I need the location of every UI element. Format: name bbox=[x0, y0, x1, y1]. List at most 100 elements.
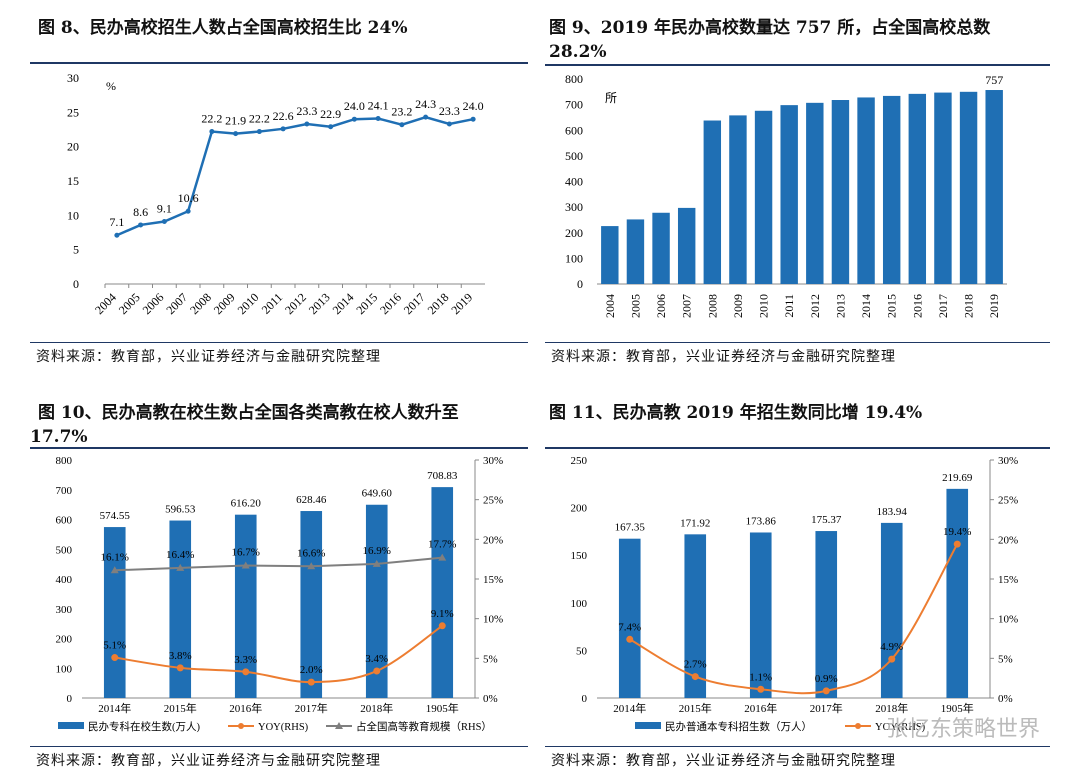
fig8-data-label: 10.6 bbox=[178, 191, 199, 205]
fig9-bar bbox=[652, 212, 670, 284]
fig8-data-label: 8.6 bbox=[133, 205, 148, 219]
fig10-x-tick: 2015年 bbox=[164, 701, 197, 715]
fig8-point bbox=[399, 122, 405, 128]
fig11-legend-marker bbox=[855, 723, 861, 729]
fig11-yoy-line bbox=[629, 543, 959, 695]
fig10-share-label: 16.6% bbox=[297, 547, 325, 559]
fig11-bar-label: 171.92 bbox=[680, 517, 710, 529]
fig11-bar bbox=[618, 538, 641, 698]
fig8-point bbox=[280, 126, 286, 132]
fig8-point bbox=[114, 232, 120, 238]
fig10-share-marker bbox=[307, 562, 316, 570]
fig10-y2-tick: 5% bbox=[483, 653, 498, 665]
fig10-y-tick: 500 bbox=[56, 544, 73, 556]
fig10-bar-label: 596.53 bbox=[165, 504, 196, 516]
fig9-x-tick: 2013 bbox=[833, 294, 847, 318]
fig8-x-tick: 2015 bbox=[353, 290, 380, 317]
fig9-y-tick: 700 bbox=[565, 98, 583, 112]
fig9-bar bbox=[601, 226, 619, 284]
fig8-data-label: 22.2 bbox=[249, 112, 270, 126]
fig10-title-line2: 17.7% bbox=[30, 427, 88, 447]
fig10-yoy-point bbox=[111, 654, 119, 662]
fig11-source: 资料来源：教育部，兴业证券经济与金融研究院整理 bbox=[551, 753, 896, 769]
fig8-y-tick: 25 bbox=[67, 105, 79, 119]
fig10-share-marker bbox=[372, 559, 381, 567]
fig9-y-tick: 500 bbox=[565, 149, 583, 163]
fig11-yoy-point bbox=[822, 687, 830, 695]
fig8-point bbox=[375, 116, 381, 122]
fig8-point bbox=[470, 116, 476, 122]
fig9-bar bbox=[806, 102, 824, 284]
fig10-title: 图 10、民办高教在校生数占全国各类高教在校人数升至 bbox=[38, 403, 459, 423]
fig10-y-tick: 0 bbox=[67, 693, 73, 705]
fig11-y-tick: 50 bbox=[576, 645, 588, 657]
fig11-yoy-label: 2.7% bbox=[684, 659, 707, 671]
fig9-x-tick: 2008 bbox=[705, 294, 719, 318]
fig11-bar-label: 167.35 bbox=[615, 522, 646, 534]
fig11-yoy-label: 4.9% bbox=[880, 641, 903, 653]
fig10-bar-label: 574.55 bbox=[100, 510, 131, 522]
fig11-y2-tick: 5% bbox=[998, 653, 1013, 665]
fig8-top-rule bbox=[30, 62, 528, 64]
fig10-y-tick: 400 bbox=[56, 574, 73, 586]
fig8-y-tick: 10 bbox=[67, 208, 79, 222]
fig11-y2-tick: 10% bbox=[998, 614, 1018, 626]
fig10-legend-label: 民办专科在校生数(万人) bbox=[88, 720, 200, 733]
fig9-bar bbox=[754, 110, 773, 285]
fig8-y-tick: 5 bbox=[73, 243, 79, 257]
fig9-y-tick: 100 bbox=[565, 251, 583, 265]
watermark: 张忆东策略世界 bbox=[885, 717, 1040, 742]
fig8-point bbox=[446, 121, 452, 127]
fig8-data-label: 23.3 bbox=[296, 104, 317, 118]
fig8-point bbox=[138, 222, 144, 228]
fig10-bar-label: 628.46 bbox=[296, 494, 327, 506]
fig10-x-tick: 2016年 bbox=[229, 701, 262, 715]
fig8-unit: % bbox=[106, 79, 116, 93]
fig8-point bbox=[328, 124, 334, 130]
fig9-bar bbox=[831, 100, 850, 284]
fig11-bar bbox=[946, 488, 969, 698]
fig8-series-line bbox=[116, 115, 474, 237]
fig8-y-tick: 30 bbox=[67, 71, 79, 85]
fig9-x-tick: 2009 bbox=[731, 294, 745, 318]
fig10-share-label: 17.7% bbox=[428, 539, 456, 551]
fig11-yoy-label: 1.1% bbox=[749, 671, 772, 683]
fig8-data-label: 21.9 bbox=[225, 114, 246, 128]
fig9-bar bbox=[934, 92, 952, 284]
fig8-data-label: 22.9 bbox=[320, 107, 341, 121]
fig9-end-label: 757 bbox=[985, 73, 1003, 87]
fig8-title: 图 8、民办高校招生人数占全国高校招生比 24% bbox=[38, 18, 408, 38]
fig10-bar-label: 708.83 bbox=[427, 470, 458, 482]
fig11-yoy-point bbox=[691, 673, 699, 681]
fig10-legend-label: 占全国高等教育规模（RHS） bbox=[356, 720, 492, 733]
fig10-yoy-label: 3.4% bbox=[365, 653, 388, 665]
fig9-bar bbox=[729, 115, 747, 284]
fig9-x-tick: 2004 bbox=[603, 294, 617, 318]
fig9-y-tick: 600 bbox=[565, 123, 583, 137]
fig8-point bbox=[185, 208, 191, 214]
fig10-y2-tick: 20% bbox=[483, 534, 503, 546]
fig10-y-tick: 200 bbox=[56, 634, 73, 646]
fig8-data-label: 9.1 bbox=[157, 202, 172, 216]
fig9-bar bbox=[780, 105, 798, 284]
fig11-y2-tick: 30% bbox=[998, 455, 1018, 467]
fig9-x-tick: 2006 bbox=[654, 294, 668, 318]
fig10-y-tick: 100 bbox=[56, 663, 73, 675]
fig10-y2-tick: 30% bbox=[483, 455, 503, 467]
fig9-bottom-rule bbox=[545, 342, 1050, 343]
fig8-point bbox=[209, 129, 215, 135]
fig11-bar-label: 173.86 bbox=[746, 515, 777, 527]
fig10-share-marker bbox=[176, 563, 185, 571]
fig10-chart: 0 100 200 300 400 500 600 700 800 0% 5% 10% 15% 20% 25… bbox=[56, 455, 504, 733]
fig8-x-tick: 2004 bbox=[92, 290, 119, 317]
fig8-point bbox=[256, 129, 262, 135]
fig10-bar bbox=[234, 514, 257, 698]
fig8-data-label: 24.3 bbox=[415, 97, 436, 111]
fig10-top-rule bbox=[30, 447, 528, 449]
fig11-top-rule bbox=[545, 447, 1050, 449]
fig10-yoy-label: 3.8% bbox=[169, 650, 192, 662]
fig9-bar bbox=[985, 90, 1003, 284]
fig8-data-label: 23.2 bbox=[391, 105, 412, 119]
fig9-bar bbox=[677, 207, 696, 284]
fig8-x-tick: 2010 bbox=[235, 290, 262, 317]
